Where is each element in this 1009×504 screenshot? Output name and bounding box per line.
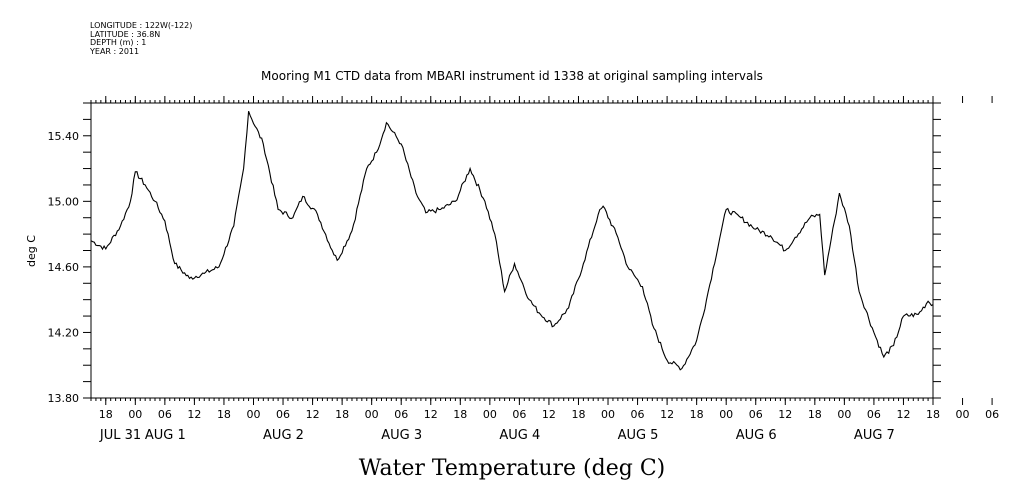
x-hour-tick-label: 06	[631, 408, 645, 421]
x-date-label: JUL 31	[99, 428, 141, 443]
x-hour-tick-label: 00	[246, 408, 260, 421]
y-tick-label: 13.80	[48, 392, 80, 405]
date-labels: JUL 31 AUG 1 AUG 2 AUG 3 AUG 4 AUG 5 AUG 6 AUG …	[99, 428, 895, 443]
series-line-water-temperature	[90, 111, 934, 371]
x-date-label: AUG 1	[145, 428, 186, 443]
chart-title: Mooring M1 CTD data from MBARI instrumen…	[261, 69, 763, 83]
x-hour-tick-label: 12	[187, 408, 201, 421]
x-hour-tick-label: 00	[365, 408, 379, 421]
major-ticks	[105, 96, 993, 405]
x-hour-tick-label: 06	[158, 408, 172, 421]
hour-tick-labels: 18 00 06 12 18 00 06 12 18 00 06 12 18 00 06 12 18 00 06 12…	[99, 408, 999, 421]
plot-frame	[90, 102, 934, 399]
x-hour-tick-label: 18	[453, 408, 467, 421]
x-date-label: AUG 3	[381, 428, 422, 443]
x-date-label: AUG 6	[736, 428, 777, 443]
x-hour-tick-label: 06	[867, 408, 881, 421]
x-hour-tick-label: 12	[896, 408, 910, 421]
x-axis-label: Water Temperature (deg C)	[359, 456, 666, 481]
x-hour-tick-label: 00	[128, 408, 142, 421]
x-hour-tick-label: 00	[837, 408, 851, 421]
y-tick-label: 14.20	[48, 326, 80, 339]
x-hour-tick-label: 18	[808, 408, 822, 421]
y-tick-labels: 13.80 14.20 14.60 15.00 15.40	[48, 130, 80, 405]
x-hour-tick-label: 06	[985, 408, 999, 421]
x-hour-tick-label: 06	[749, 408, 763, 421]
x-hour-tick-label: 12	[306, 408, 320, 421]
minor-ticks	[90, 100, 934, 401]
year-text: YEAR : 2011	[90, 46, 140, 56]
y-tick-label: 14.60	[48, 261, 80, 274]
x-date-label: AUG 5	[618, 428, 659, 443]
x-hour-tick-label: 00	[483, 408, 497, 421]
x-date-label: AUG 4	[499, 428, 540, 443]
y-axis-label: deg C	[25, 235, 38, 267]
plot-area: 13.80 14.20 14.60 15.00 15.40 18 00 06 12 18 00 06…	[48, 96, 999, 443]
x-hour-tick-label: 12	[660, 408, 674, 421]
x-hour-tick-label: 18	[335, 408, 349, 421]
x-hour-tick-label: 06	[276, 408, 290, 421]
metadata-block: LONGITUDE : 122W(-122) LATITUDE : 36.8N …	[90, 21, 193, 56]
x-hour-tick-label: 06	[394, 408, 408, 421]
x-hour-tick-label: 12	[424, 408, 438, 421]
x-hour-tick-label: 18	[99, 408, 113, 421]
x-hour-tick-label: 18	[571, 408, 585, 421]
latitude-text: LATITUDE : 36.8N	[90, 29, 161, 39]
y-tick-label: 15.40	[48, 130, 80, 143]
x-hour-tick-label: 00	[956, 408, 970, 421]
x-hour-tick-label: 18	[926, 408, 940, 421]
x-hour-tick-label: 06	[512, 408, 526, 421]
depth-text: DEPTH (m) : 1	[90, 38, 147, 47]
x-hour-tick-label: 00	[601, 408, 615, 421]
x-date-label: AUG 2	[263, 428, 304, 443]
y-ticks	[83, 102, 941, 399]
x-hour-tick-label: 18	[690, 408, 704, 421]
x-hour-tick-label: 00	[719, 408, 733, 421]
x-hour-tick-label: 12	[778, 408, 792, 421]
x-date-label: AUG 7	[854, 428, 895, 443]
y-tick-label: 15.00	[48, 195, 80, 208]
x-hour-tick-label: 12	[542, 408, 556, 421]
x-hour-tick-label: 18	[217, 408, 231, 421]
longitude-text: LONGITUDE : 122W(-122)	[90, 21, 193, 30]
